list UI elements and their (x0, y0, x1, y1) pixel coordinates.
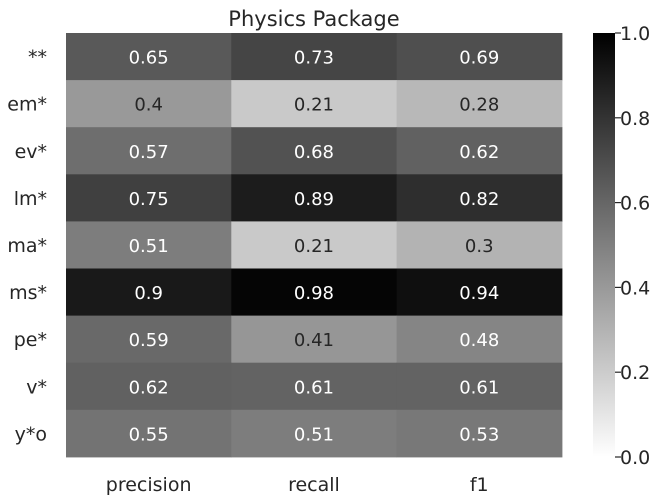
cell-annotation: 0.55 (129, 424, 169, 445)
cell-annotation: 0.51 (294, 424, 334, 445)
colorbar-tick-label: 0.6 (620, 193, 650, 215)
x-tick-labels: precision recall f1 (106, 474, 489, 496)
cell-annotation: 0.41 (294, 330, 334, 351)
cell-annotation: 0.53 (459, 424, 499, 445)
heatmap-cell (66, 33, 232, 81)
heatmap-cell (231, 409, 398, 458)
heatmap-cell (231, 221, 398, 269)
cell-annotation: 0.21 (294, 95, 334, 116)
heatmap-cell (396, 33, 563, 81)
y-tick-label: v* (26, 376, 47, 398)
y-tick-labels: ** em* ev* lm* ma* ms* pe* v* y*o (7, 47, 47, 446)
cell-annotation: 0.65 (129, 48, 169, 69)
heatmap-cell (231, 33, 398, 81)
cell-annotation: 0.61 (294, 377, 334, 398)
cell-annotation: 0.51 (129, 236, 169, 257)
heatmap-cell (396, 409, 563, 458)
y-tick-label: lm* (14, 188, 47, 210)
cell-annotation: 0.94 (459, 283, 499, 304)
colorbar (593, 33, 615, 457)
y-tick-label: ** (28, 47, 47, 69)
cell-annotation: 0.4 (134, 95, 163, 116)
colorbar-ticks: 0.0 0.2 0.4 0.6 0.8 1.0 (615, 23, 650, 469)
heatmap-cell (231, 80, 398, 128)
cell-annotation: 0.89 (294, 189, 334, 210)
cell-annotation: 0.3 (465, 236, 494, 257)
cell-annotation: 0.61 (459, 377, 499, 398)
cell-annotation: 0.69 (459, 48, 499, 69)
y-tick-label: y*o (15, 423, 47, 445)
cell-annotations: 0.65 0.73 0.69 0.4 0.21 0.28 0.57 0.68 0.62 0.75 0… (129, 48, 500, 446)
heatmap-cell (396, 80, 563, 128)
heatmap-cell (66, 362, 232, 411)
heatmap-cell (66, 127, 232, 175)
heatmap-cell (66, 315, 232, 364)
cell-annotation: 0.57 (129, 142, 169, 163)
cell-annotation: 0.98 (294, 283, 334, 304)
colorbar-tick-label: 0.0 (620, 447, 650, 469)
cell-annotation: 0.59 (129, 330, 169, 351)
heatmap-cell (231, 362, 398, 411)
heatmap-cell (66, 80, 232, 128)
colorbar-tick-label: 0.4 (620, 277, 650, 299)
heatmap-cell (396, 362, 563, 411)
cell-annotation: 0.75 (129, 189, 169, 210)
heatmap-cell (231, 315, 398, 364)
y-tick-label: pe* (14, 329, 47, 351)
y-tick-label: em* (7, 94, 47, 116)
cell-annotation: 0.21 (294, 236, 334, 257)
heatmap-cell (231, 268, 398, 317)
heatmap-cell (396, 221, 563, 269)
cell-annotation: 0.73 (294, 48, 334, 69)
cell-annotation: 0.68 (294, 142, 334, 163)
heatmap-cell (66, 268, 232, 317)
x-tick-label: recall (288, 474, 340, 496)
heatmap-cell (396, 127, 563, 175)
cell-annotation: 0.62 (129, 377, 169, 398)
chart-title: Physics Package (228, 7, 399, 31)
cell-annotation: 0.48 (459, 330, 499, 351)
heatmap-cell (66, 174, 232, 222)
colorbar-tick-label: 1.0 (620, 23, 650, 45)
cell-annotation: 0.9 (134, 283, 163, 304)
cell-annotation: 0.62 (459, 142, 499, 163)
heatmap-cell (396, 174, 563, 222)
heatmap-cell (231, 174, 398, 222)
x-tick-label: f1 (470, 474, 489, 496)
heatmap-cells (66, 33, 563, 458)
x-tick-label: precision (106, 474, 192, 496)
heatmap-cell (66, 221, 232, 269)
heatmap-cell (66, 409, 232, 458)
colorbar-tick-label: 0.8 (620, 108, 650, 130)
y-tick-label: ms* (9, 282, 47, 304)
heatmap-cell (396, 315, 563, 364)
y-tick-label: ev* (15, 141, 47, 163)
heatmap-cell (396, 268, 563, 317)
cell-annotation: 0.28 (459, 95, 499, 116)
cell-annotation: 0.82 (459, 189, 499, 210)
heatmap-cell (231, 127, 398, 175)
colorbar-tick-label: 0.2 (620, 362, 650, 384)
y-tick-label: ma* (7, 235, 47, 257)
